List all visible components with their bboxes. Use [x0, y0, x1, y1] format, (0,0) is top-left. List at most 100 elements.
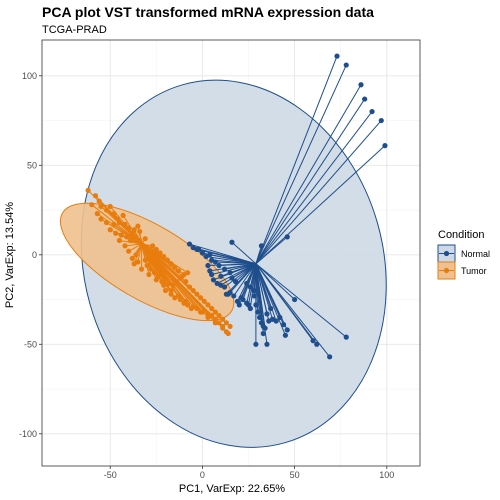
tumor-point — [113, 230, 119, 236]
normal-point — [221, 266, 228, 272]
tumor-point — [209, 305, 215, 312]
tumor-point — [220, 325, 226, 331]
normal-point — [212, 259, 218, 265]
tumor-point — [174, 279, 180, 285]
normal-spoke — [255, 263, 295, 300]
normal-point — [362, 96, 368, 102]
normal-point — [236, 302, 242, 308]
normal-point — [251, 287, 257, 294]
tumor-point — [161, 282, 167, 288]
tumor-point — [197, 309, 204, 315]
tumor-point — [212, 309, 218, 315]
legend-title: Condition — [438, 229, 484, 241]
y-tick-label: 100 — [22, 71, 37, 81]
normal-spoke — [255, 263, 268, 345]
normal-spoke — [246, 263, 257, 284]
normal-spoke — [231, 263, 257, 279]
tumor-point — [205, 302, 211, 308]
tumor-point — [212, 316, 218, 322]
tumor-point — [122, 221, 128, 227]
normal-spoke — [224, 263, 256, 270]
normal-point — [251, 293, 257, 299]
normal-spoke — [211, 263, 257, 275]
normal-point — [314, 341, 320, 347]
normal-spoke — [220, 263, 257, 277]
tumor-point — [127, 237, 134, 244]
tumor-point — [89, 202, 95, 208]
tumor-point — [98, 216, 104, 222]
normal-point — [233, 279, 239, 285]
normal-spoke — [255, 145, 386, 265]
tumor-point — [131, 261, 137, 267]
normal-point — [268, 305, 274, 312]
normal-point — [253, 302, 259, 308]
tumor-point — [103, 207, 110, 213]
tumor-point — [220, 316, 226, 322]
normal-point — [382, 143, 388, 149]
normal-point — [244, 280, 250, 287]
normal-point — [227, 289, 233, 295]
x-tick-label: 100 — [379, 470, 394, 480]
normal-point — [256, 314, 263, 321]
tumor-point — [183, 298, 189, 304]
legend-point-tumor — [443, 267, 450, 274]
normal-point — [343, 62, 349, 68]
tumor-point — [142, 236, 148, 242]
legend-point-normal — [443, 250, 450, 257]
tumor-point — [168, 291, 174, 297]
tumor-point — [157, 250, 163, 256]
x-tick-label: -50 — [104, 470, 117, 480]
tumor-point — [124, 234, 130, 240]
tumor-point — [107, 227, 113, 233]
tumor-point — [107, 203, 113, 210]
normal-spoke — [255, 263, 288, 331]
normal-point — [260, 330, 266, 337]
tumor-point — [146, 271, 152, 278]
tumor-point — [179, 273, 185, 279]
normal-spoke — [209, 254, 256, 265]
normal-spoke — [249, 263, 257, 288]
normal-point — [262, 325, 268, 331]
y-tick-label: 0 — [32, 250, 37, 260]
y-tick-label: 50 — [27, 160, 37, 170]
tumor-point — [133, 252, 139, 258]
normal-point — [210, 277, 217, 283]
normal-point — [229, 275, 235, 281]
tumor-spoke — [113, 223, 142, 245]
tumor-point — [194, 291, 200, 297]
tumor-point — [98, 203, 104, 210]
normal-spoke — [255, 55, 338, 264]
normal-point — [227, 270, 233, 276]
x-tick-label: 50 — [290, 470, 300, 480]
normal-point — [343, 334, 349, 340]
data-points — [85, 53, 388, 360]
tumor-point — [126, 248, 132, 254]
normal-spoke — [215, 261, 256, 265]
tumor-point — [94, 211, 100, 217]
normal-point — [205, 262, 211, 269]
tumor-point — [137, 228, 143, 235]
tumor-point — [153, 277, 159, 283]
tumor-point — [201, 298, 207, 304]
tumor-point — [225, 330, 231, 337]
normal-point — [280, 321, 287, 328]
tumor-point — [190, 304, 196, 310]
normal-spoke — [233, 263, 257, 297]
normal-point — [209, 271, 215, 278]
normal-point — [292, 296, 298, 303]
normal-point — [240, 296, 246, 303]
normal-spoke — [229, 263, 257, 293]
normal-spoke — [255, 263, 277, 322]
tumor-point — [144, 262, 150, 269]
normal-point — [231, 293, 237, 299]
tumor-point — [170, 282, 176, 288]
y-axis-ticks: -100 -50 0 50 100 — [19, 71, 42, 439]
normal-point — [264, 341, 270, 347]
tumor-point — [103, 219, 110, 226]
tumor-point — [133, 234, 139, 240]
normal-point — [199, 250, 206, 256]
tumor-point — [96, 198, 102, 204]
tumor-point — [148, 266, 154, 272]
tumor-point — [183, 279, 189, 285]
